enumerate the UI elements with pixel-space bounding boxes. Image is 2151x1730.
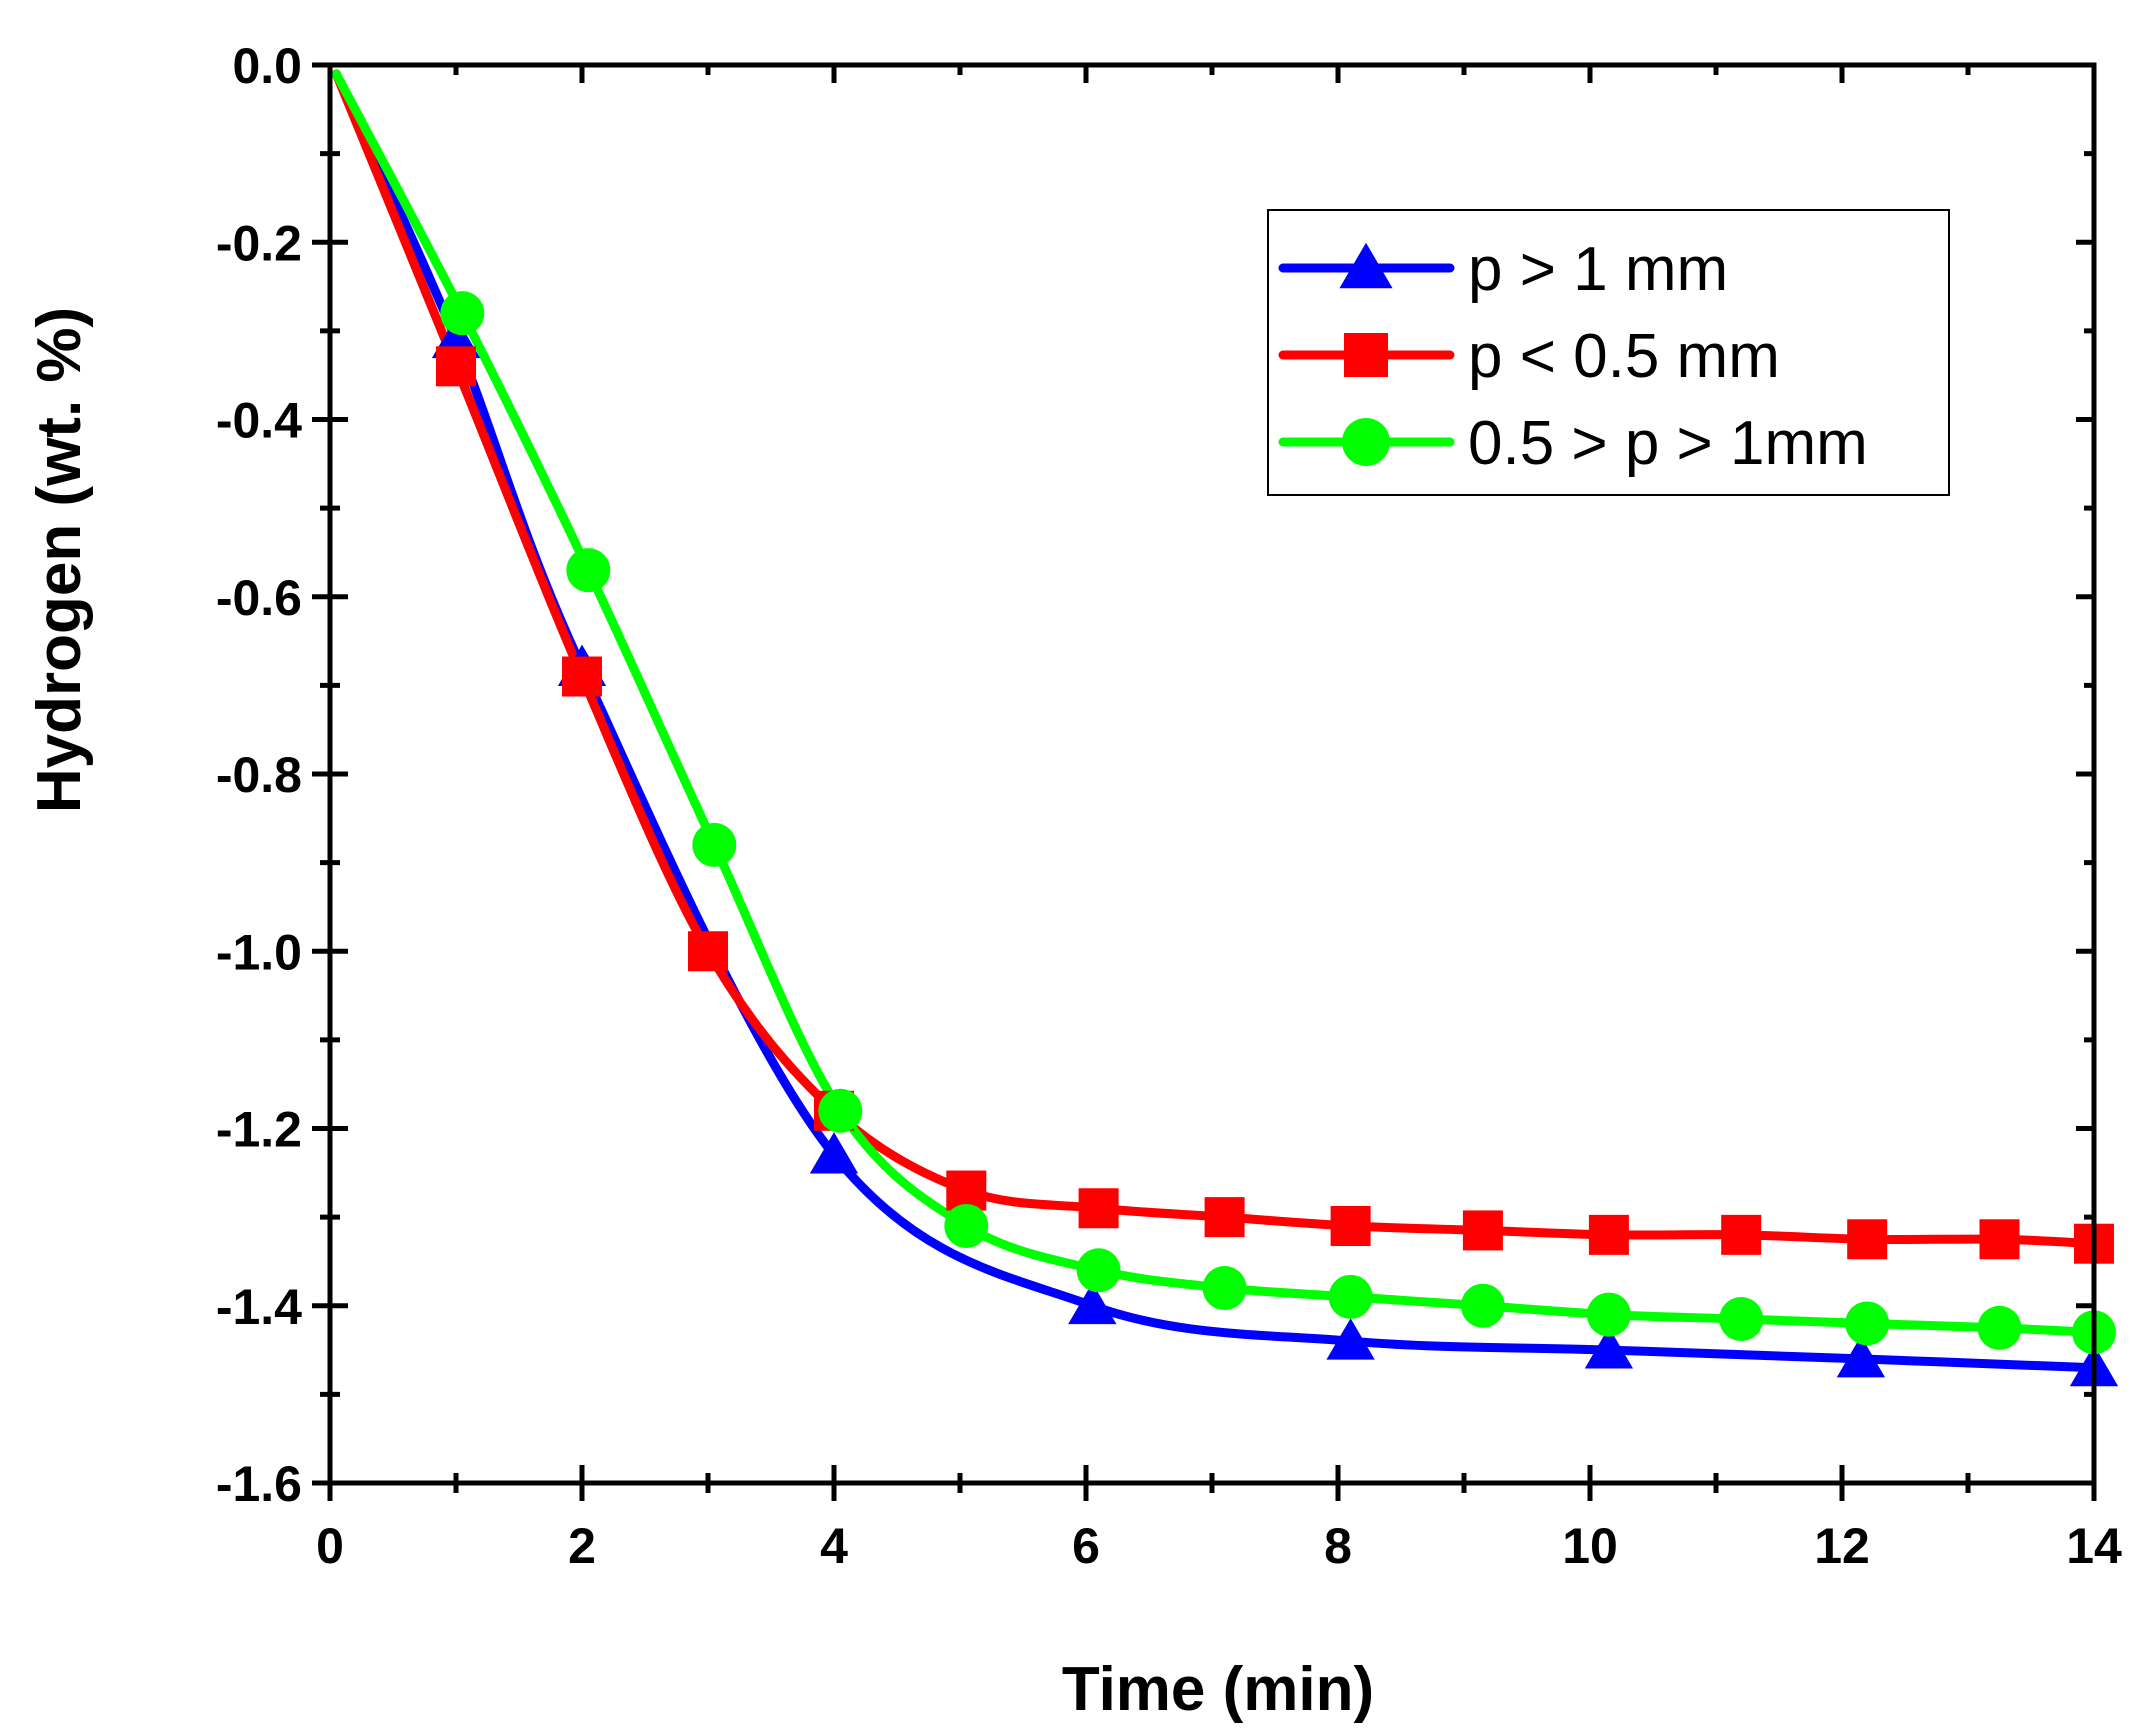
series-2-point [1202,1266,1247,1311]
series-1-point [946,1170,987,1211]
legend-label-1: p < 0.5 mm [1468,322,1780,391]
y-tick-label: -0.2 [216,215,302,271]
series-1-point [1204,1197,1245,1238]
series-2-point [1586,1292,1631,1337]
series-1-point [1078,1188,1119,1229]
x-tick-label: 12 [1814,1518,1870,1574]
series-0-point [809,1132,859,1174]
x-tick-label: 0 [316,1518,344,1574]
y-tick-label: 0.0 [232,38,302,94]
series-line-0 [331,69,2094,1373]
y-tick-label: -1.4 [216,1279,302,1335]
x-tick-label: 2 [568,1518,596,1574]
series-markers [431,291,2119,1387]
series-1-point [1979,1219,2020,1260]
series-0-point [1584,1327,1634,1369]
legend-marker-1 [1344,333,1388,377]
series-2-point [944,1203,989,1248]
series-1-point [1330,1205,1371,1246]
series-1-point [436,346,476,387]
series-2-point [1719,1297,1764,1342]
legend: p > 1 mm p < 0.5 mm 0.5 > p > 1mm [1267,209,1950,496]
legend-label-2: 0.5 > p > 1mm [1468,409,1868,478]
series-2-point [1460,1283,1505,1328]
x-tick-label: 10 [1562,1518,1618,1574]
x-tick-label: 8 [1324,1518,1352,1574]
axis-tick-labels: 0 2 4 6 8 10 12 14 0.0 -0.2 -0.4 -0.6 -0.8 -1.0 -1.2 -1… [216,38,2122,1574]
y-tick-label: -0.6 [216,570,302,626]
series-0-point [1836,1335,1886,1378]
series-1-point [688,931,728,972]
y-tick-label: -0.4 [216,393,302,449]
y-axis-title: Hydrogen (wt. %) [25,307,94,813]
series-1-point [1588,1214,1629,1255]
axis-ticks [312,62,2097,1501]
series-2-point [1977,1305,2022,1350]
series-1-point [1462,1210,1503,1251]
x-tick-label: 14 [2066,1518,2122,1574]
x-tick-label: 6 [1072,1518,1100,1574]
y-tick-label: -1.2 [216,1102,302,1158]
series-1-point [1721,1214,1762,1255]
series-0-point [1326,1318,1375,1360]
x-axis-title: Time (min) [1062,1655,1374,1724]
legend-label-0: p > 1 mm [1468,235,1728,304]
series-1-point [562,656,602,697]
y-tick-label: -1.6 [216,1456,302,1512]
series-1-point [1847,1219,1888,1260]
y-tick-label: -0.8 [216,747,302,803]
series-2-point [440,291,485,336]
series-2-point [818,1088,863,1133]
series-2-point [1328,1274,1373,1319]
legend-marker-0 [1339,242,1393,289]
series-2-point [692,822,737,867]
series-0-point [1068,1282,1117,1325]
y-tick-label: -1.0 [216,924,302,980]
series-2-point [1845,1301,1890,1346]
series-2-point [1076,1248,1121,1293]
x-tick-label: 4 [820,1518,848,1574]
legend-marker-2 [1342,418,1390,466]
series-2-point [566,548,611,593]
